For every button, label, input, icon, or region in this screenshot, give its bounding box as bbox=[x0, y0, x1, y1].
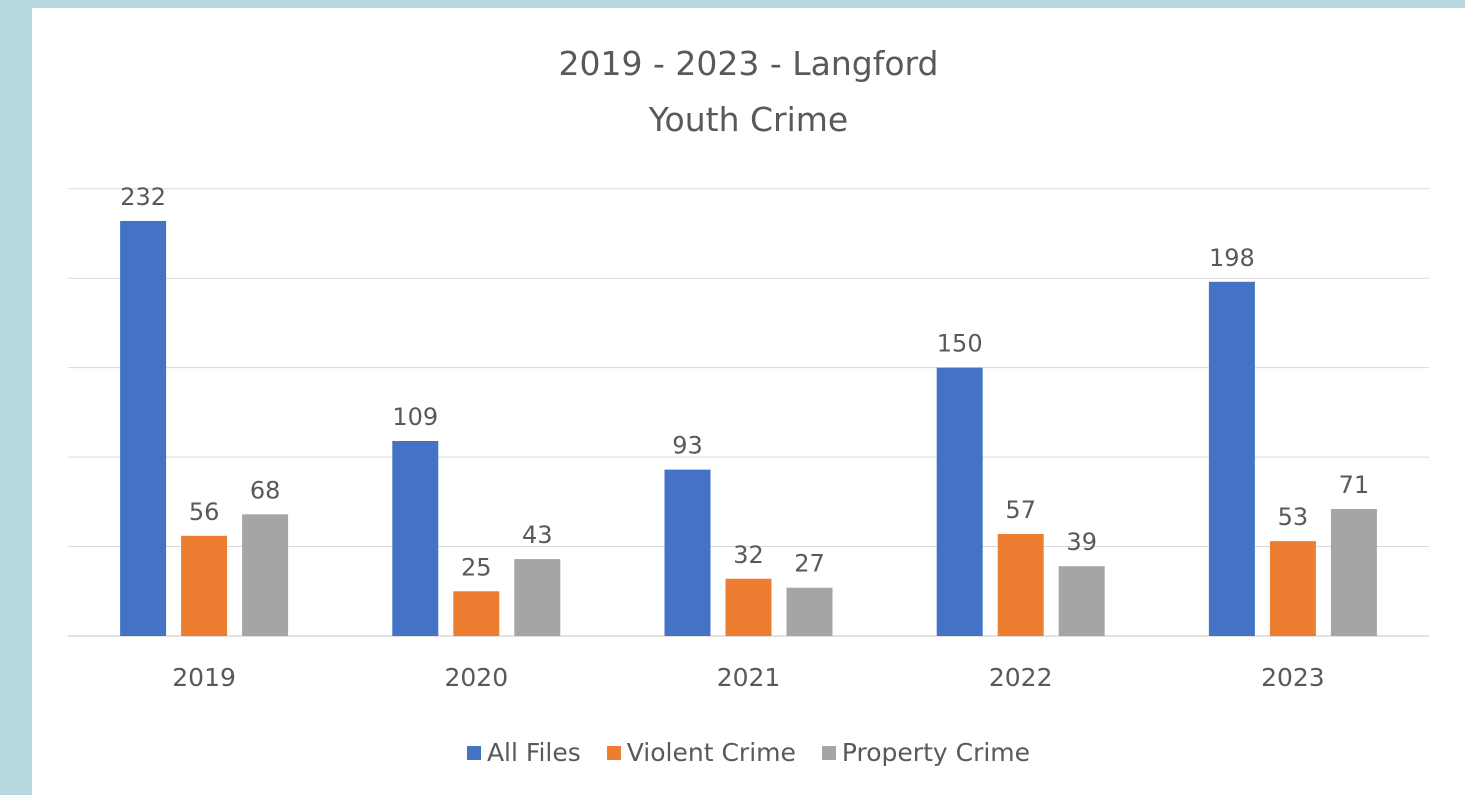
data-label-violent-crime-2020: 25 bbox=[461, 553, 492, 581]
legend-swatch-property-crime bbox=[821, 745, 836, 760]
bar-all-files-2022 bbox=[936, 367, 983, 636]
bar-violent-crime-2020 bbox=[453, 591, 500, 636]
data-label-violent-crime-2021: 32 bbox=[733, 541, 764, 569]
bar-violent-crime-2023 bbox=[1269, 541, 1316, 636]
bar-violent-crime-2021 bbox=[725, 578, 772, 636]
x-tick-label-2019: 2019 bbox=[172, 663, 236, 692]
data-label-property-crime-2020: 43 bbox=[522, 521, 553, 549]
data-label-all-files-2022: 150 bbox=[937, 330, 983, 358]
legend-label-property-crime: Property Crime bbox=[841, 738, 1031, 767]
x-tick-label-2022: 2022 bbox=[989, 663, 1053, 692]
legend-swatch-all-files bbox=[466, 745, 481, 760]
bar-all-files-2021 bbox=[664, 469, 711, 636]
data-label-property-crime-2023: 71 bbox=[1339, 471, 1370, 499]
legend-item-property-crime: Property Crime bbox=[821, 738, 1031, 767]
data-label-property-crime-2021: 27 bbox=[794, 550, 825, 578]
x-tick-label-2021: 2021 bbox=[717, 663, 781, 692]
data-label-violent-crime-2019: 56 bbox=[189, 498, 220, 526]
legend-swatch-violent-crime bbox=[606, 745, 621, 760]
data-label-property-crime-2019: 68 bbox=[250, 476, 281, 504]
legend-item-violent-crime: Violent Crime bbox=[606, 738, 796, 767]
data-label-violent-crime-2022: 57 bbox=[1005, 496, 1036, 524]
bar-property-crime-2019 bbox=[242, 514, 289, 636]
chart-subtitle: Youth Crime bbox=[648, 100, 849, 139]
data-label-all-files-2020: 109 bbox=[392, 403, 438, 431]
legend-label-all-files: All Files bbox=[486, 738, 581, 767]
bar-all-files-2020 bbox=[392, 440, 439, 636]
legend-label-violent-crime: Violent Crime bbox=[626, 738, 796, 767]
bar-property-crime-2021 bbox=[786, 587, 833, 636]
bar-property-crime-2022 bbox=[1058, 566, 1105, 636]
bar-property-crime-2020 bbox=[514, 559, 561, 636]
x-tick-label-2023: 2023 bbox=[1261, 663, 1325, 692]
bar-all-files-2023 bbox=[1208, 281, 1255, 636]
data-label-all-files-2019: 232 bbox=[120, 183, 166, 211]
legend-item-all-files: All Files bbox=[466, 738, 581, 767]
bar-violent-crime-2019 bbox=[181, 535, 228, 636]
bar-violent-crime-2022 bbox=[997, 534, 1044, 636]
chart-legend: All Files Violent Crime Property Crime bbox=[32, 738, 1465, 767]
bar-chart-plot: 232 56 68 2019 109 25 43 2020 93 32 27 2021 150 57 39 2… bbox=[68, 183, 1429, 692]
x-tick-label-2020: 2020 bbox=[444, 663, 508, 692]
data-label-property-crime-2022: 39 bbox=[1066, 528, 1097, 556]
chart-title: 2019 - 2023 - Langford bbox=[558, 44, 939, 83]
bar-all-files-2019 bbox=[120, 220, 167, 636]
bar-property-crime-2023 bbox=[1330, 508, 1377, 636]
data-label-all-files-2023: 198 bbox=[1209, 244, 1255, 272]
data-label-all-files-2021: 93 bbox=[672, 432, 703, 460]
data-label-violent-crime-2023: 53 bbox=[1278, 503, 1309, 531]
chart-card: 2019 - 2023 - Langford Youth Crime 232 56… bbox=[32, 8, 1465, 795]
